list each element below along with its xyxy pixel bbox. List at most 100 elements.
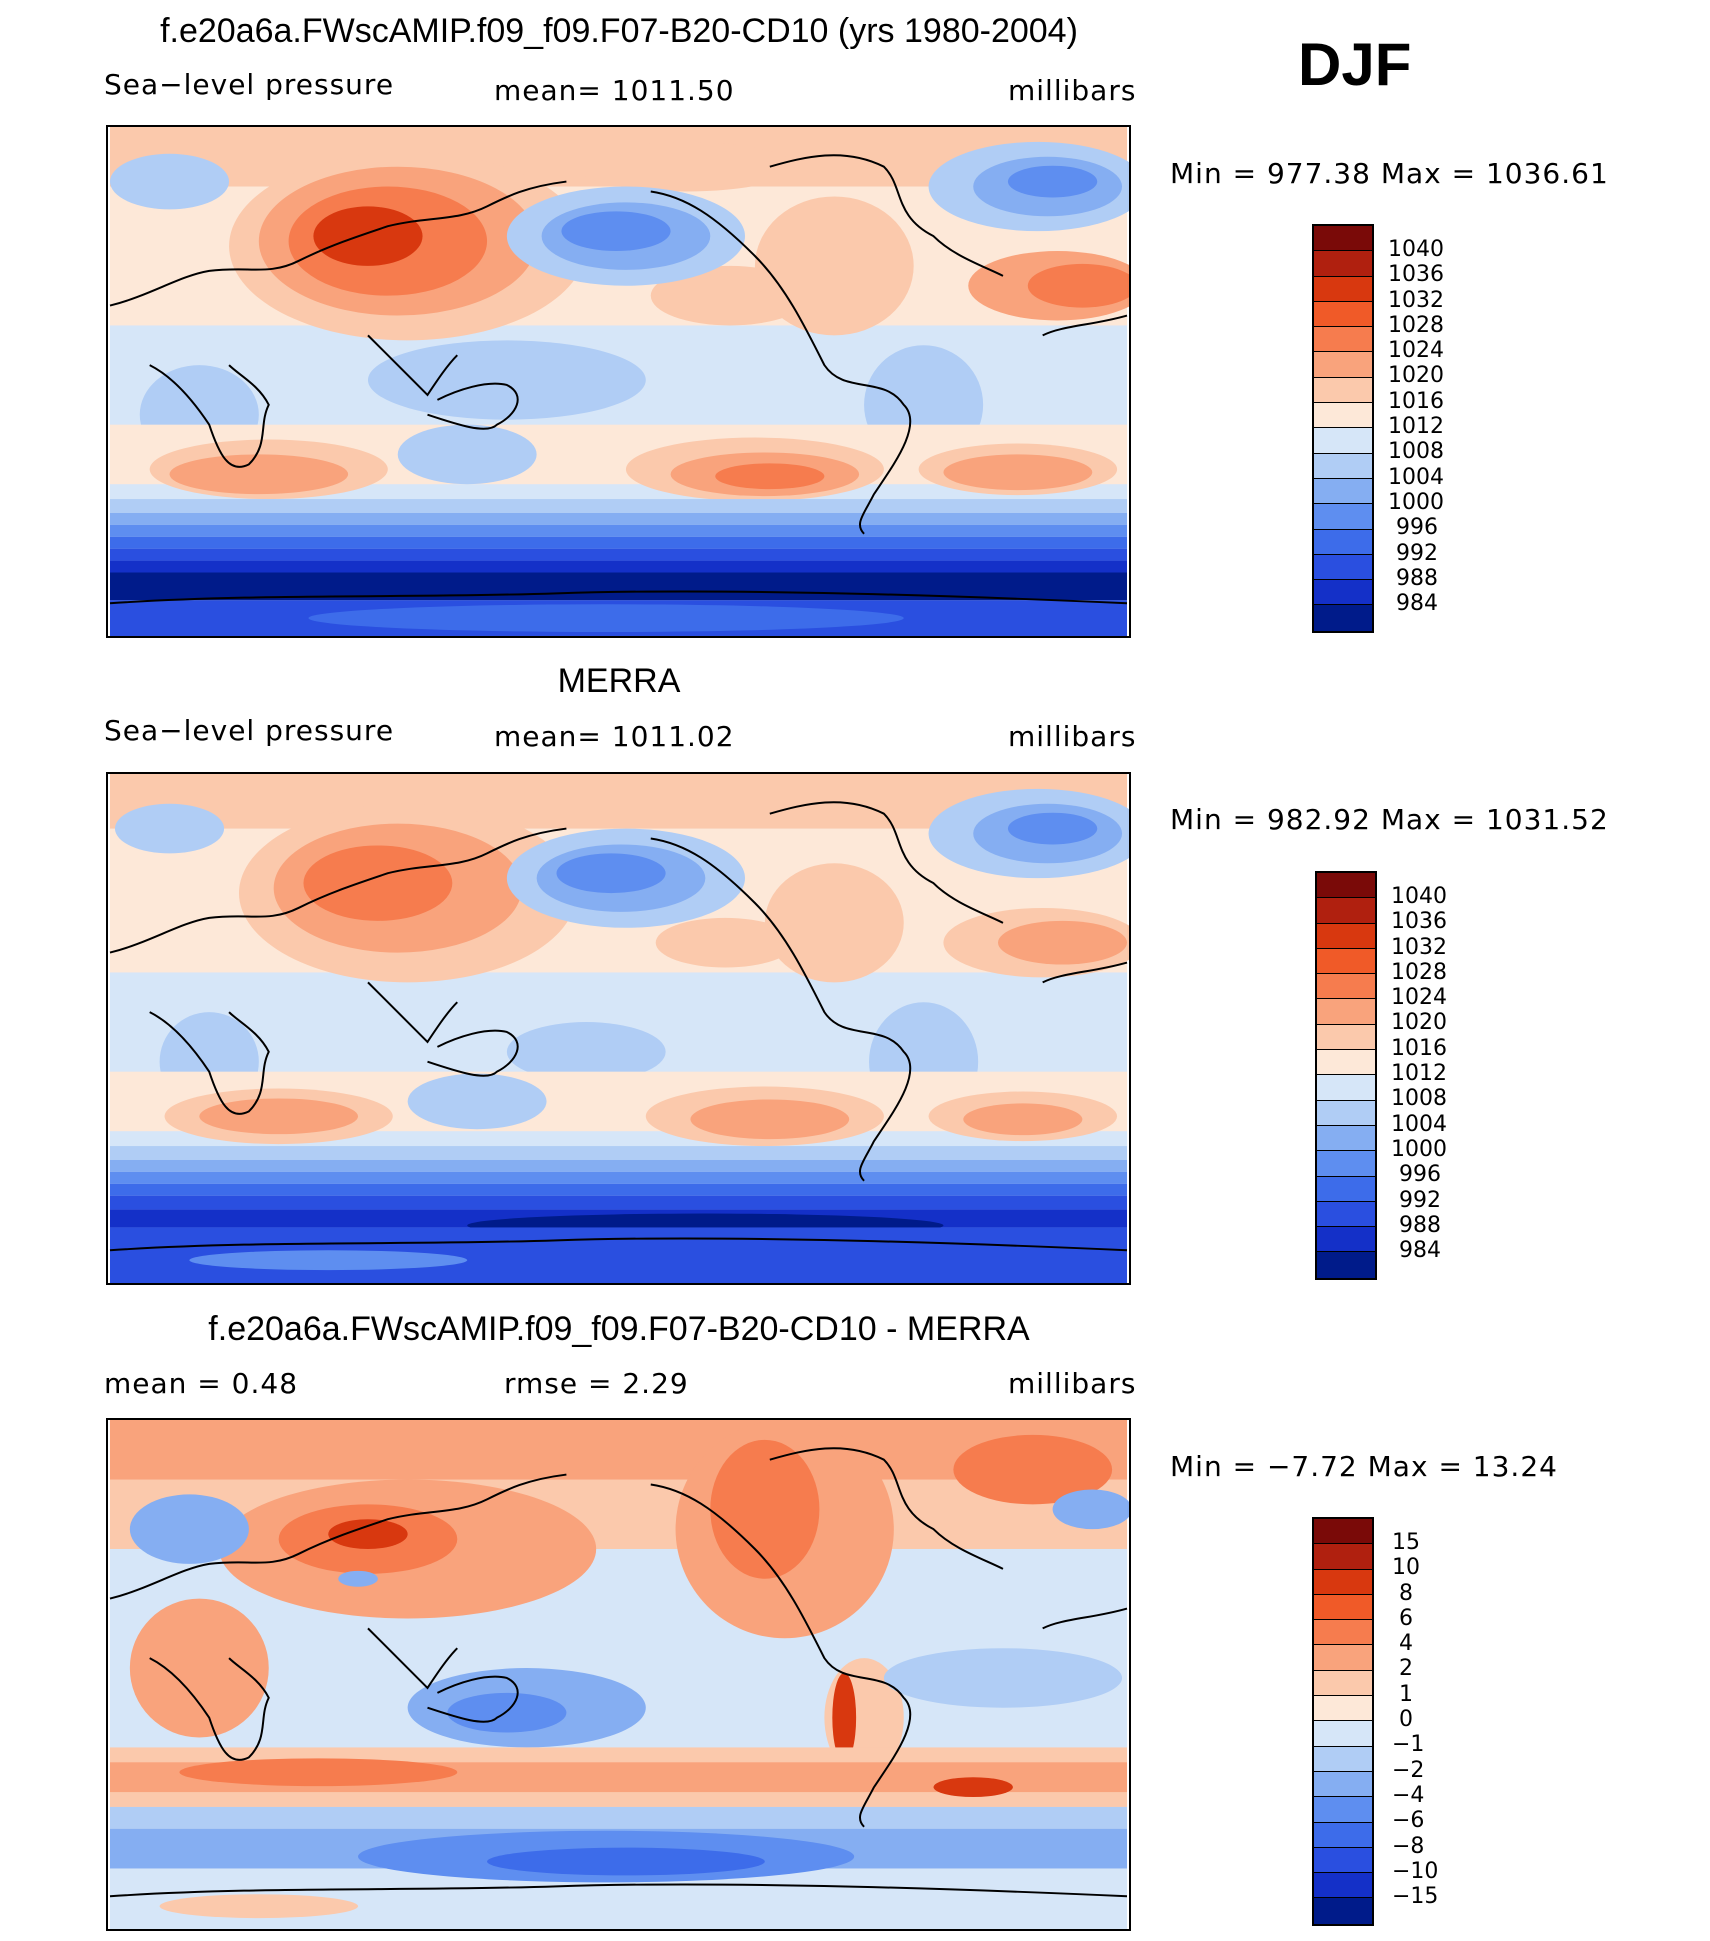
colorbar-tick-label: 984 xyxy=(1396,591,1438,617)
colorbar-tick-label: 1012 xyxy=(1388,414,1444,440)
panel-2-colorbar-bin xyxy=(1317,1100,1375,1126)
colorbar-tick-label: 10 xyxy=(1392,1555,1420,1581)
colorbar-tick-label: 6 xyxy=(1399,1605,1413,1631)
colorbar-tick-label: 1008 xyxy=(1388,439,1444,465)
panel-3-colorbar-bin xyxy=(1314,1847,1372,1874)
panel-2-colorbar-bin xyxy=(1317,974,1375,1000)
panel-3-contour-field xyxy=(109,1420,1129,1929)
panel-3-colorbar-bin xyxy=(1314,1771,1372,1798)
colorbar-tick-label: 8 xyxy=(1399,1580,1413,1606)
colorbar-tick-label: 984 xyxy=(1399,1238,1441,1264)
colorbar-tick-label: 996 xyxy=(1399,1162,1441,1188)
colorbar-tick-label: 1004 xyxy=(1391,1111,1447,1137)
panel-3-colorbar-labels: 15 10 8 6 4 2 1 0 −1 −2 −4 −6 −8 −10 −15 xyxy=(1392,1530,1438,1909)
panel-3-colorbar-bin xyxy=(1314,1721,1372,1747)
panel-3-colorbar-bin xyxy=(1314,1797,1372,1823)
panel-2-colorbar-bin xyxy=(1317,948,1375,975)
panel-1-colorbar-bin xyxy=(1314,605,1372,631)
colorbar-tick-label: 992 xyxy=(1396,540,1438,566)
panel-2-colorbar-bin xyxy=(1317,923,1375,949)
panel-1-colorbar-bin xyxy=(1314,580,1372,606)
colorbar-tick-label: 1028 xyxy=(1391,959,1447,985)
panel-2-colorbar-bin xyxy=(1317,1050,1375,1076)
colorbar-tick-label: 1032 xyxy=(1388,287,1444,313)
panel-2-colorbar-bin xyxy=(1317,873,1375,899)
panel-1-title: f.e20a6a.FWscAMIP.f09_f09.F07-B20-CD10 (… xyxy=(160,12,1078,50)
panel-3-colorbar-bin xyxy=(1314,1670,1372,1697)
panel-3-colorbar-bin xyxy=(1314,1594,1372,1621)
panel-3-colorbar-bin xyxy=(1314,1746,1372,1772)
colorbar-tick-label: 1008 xyxy=(1391,1086,1447,1112)
panel-2-colorbar-bin xyxy=(1317,1252,1375,1278)
panel-2-minmax: Min = 982.92 Max = 1031.52 xyxy=(1170,803,1609,836)
panel-3-colorbar-bin xyxy=(1314,1873,1372,1899)
colorbar-tick-label: 1004 xyxy=(1388,464,1444,490)
colorbar-tick-label: 988 xyxy=(1399,1212,1441,1238)
panel-2-contour-field xyxy=(109,774,1129,1283)
colorbar-tick-label: −1 xyxy=(1392,1732,1425,1758)
panel-2-colorbar-bin xyxy=(1317,1125,1375,1152)
colorbar-tick-label: 1012 xyxy=(1391,1061,1447,1087)
panel-3-colorbar-bin xyxy=(1314,1569,1372,1595)
colorbar-tick-label: 1032 xyxy=(1391,934,1447,960)
panel-3-rmse-label: rmse = 2.29 xyxy=(504,1367,689,1400)
colorbar-tick-label: −6 xyxy=(1392,1808,1425,1834)
panel-3-units-label: millibars xyxy=(1008,1367,1137,1400)
colorbar-tick-label: −2 xyxy=(1392,1757,1425,1783)
panel-2-map xyxy=(106,772,1131,1285)
panel-3-colorbar-bin xyxy=(1314,1898,1372,1924)
colorbar-tick-label: 1036 xyxy=(1391,909,1447,935)
panel-1-minmax: Min = 977.38 Max = 1036.61 xyxy=(1170,157,1609,190)
colorbar-tick-label: 1040 xyxy=(1388,237,1444,262)
panel-2-colorbar-bin xyxy=(1317,1201,1375,1228)
panel-1-colorbar-bin xyxy=(1314,327,1372,353)
panel-1-colorbar-bin xyxy=(1314,352,1372,378)
panel-3-colorbar-bin xyxy=(1314,1620,1372,1646)
panel-3-colorbar-bin xyxy=(1314,1544,1372,1570)
panel-3-map xyxy=(106,1418,1131,1931)
colorbar-tick-label: 1020 xyxy=(1391,1010,1447,1036)
panel-1-colorbar-bin xyxy=(1314,428,1372,454)
panel-2-title: MERRA xyxy=(557,662,681,700)
colorbar-tick-label: 1024 xyxy=(1391,985,1447,1011)
panel-1-colorbar-bin xyxy=(1314,403,1372,429)
panel-1-contour-field xyxy=(109,127,1129,636)
panel-2-colorbar xyxy=(1315,871,1377,1280)
colorbar-tick-label: 15 xyxy=(1392,1530,1420,1555)
colorbar-tick-label: 1040 xyxy=(1391,884,1447,909)
panel-1-colorbar-bin xyxy=(1314,301,1372,328)
panel-2-colorbar-bin xyxy=(1317,1075,1375,1101)
colorbar-tick-label: 1036 xyxy=(1388,262,1444,288)
season-label: DJF xyxy=(1298,31,1412,98)
colorbar-tick-label: −10 xyxy=(1392,1858,1439,1884)
colorbar-tick-label: 0 xyxy=(1399,1707,1413,1733)
panel-3-mean-label: mean = 0.48 xyxy=(104,1367,299,1400)
colorbar-tick-label: 1000 xyxy=(1388,489,1444,515)
colorbar-tick-label: 1020 xyxy=(1388,363,1444,389)
panel-3-colorbar-bin xyxy=(1314,1696,1372,1722)
colorbar-tick-label: 2 xyxy=(1399,1656,1413,1682)
colorbar-tick-label: 1016 xyxy=(1391,1035,1447,1061)
panel-2-colorbar-bin xyxy=(1317,999,1375,1025)
panel-2-colorbar-bin xyxy=(1317,1227,1375,1253)
panel-1-colorbar-bin xyxy=(1314,478,1372,505)
panel-1-variable-label: Sea−level pressure xyxy=(104,68,395,101)
panel-2-mean-label: mean= 1011.02 xyxy=(494,720,735,753)
colorbar-tick-label: −8 xyxy=(1392,1833,1425,1859)
panel-2-colorbar-bin xyxy=(1317,898,1375,924)
panel-2-colorbar-bin xyxy=(1317,1176,1375,1202)
panel-1-map xyxy=(106,125,1131,638)
panel-2-colorbar-labels: 1040 1036 1032 1028 1024 1020 1016 1012 … xyxy=(1391,884,1447,1263)
colorbar-tick-label: 996 xyxy=(1396,515,1438,541)
panel-1-colorbar-bin xyxy=(1314,276,1372,302)
colorbar-tick-label: −4 xyxy=(1392,1782,1425,1808)
panel-3-colorbar-bin xyxy=(1314,1822,1372,1848)
panel-2-colorbar-bin xyxy=(1317,1024,1375,1051)
panel-1-colorbar-bin xyxy=(1314,529,1372,555)
panel-1-colorbar-bin xyxy=(1314,226,1372,252)
panel-1-colorbar-bin xyxy=(1314,504,1372,530)
panel-1-mean-label: mean= 1011.50 xyxy=(494,74,735,107)
colorbar-tick-label: 1000 xyxy=(1391,1136,1447,1162)
panel-3-colorbar-bin xyxy=(1314,1519,1372,1545)
panel-1-colorbar-labels: 1040 1036 1032 1028 1024 1020 1016 1012 … xyxy=(1388,237,1444,616)
